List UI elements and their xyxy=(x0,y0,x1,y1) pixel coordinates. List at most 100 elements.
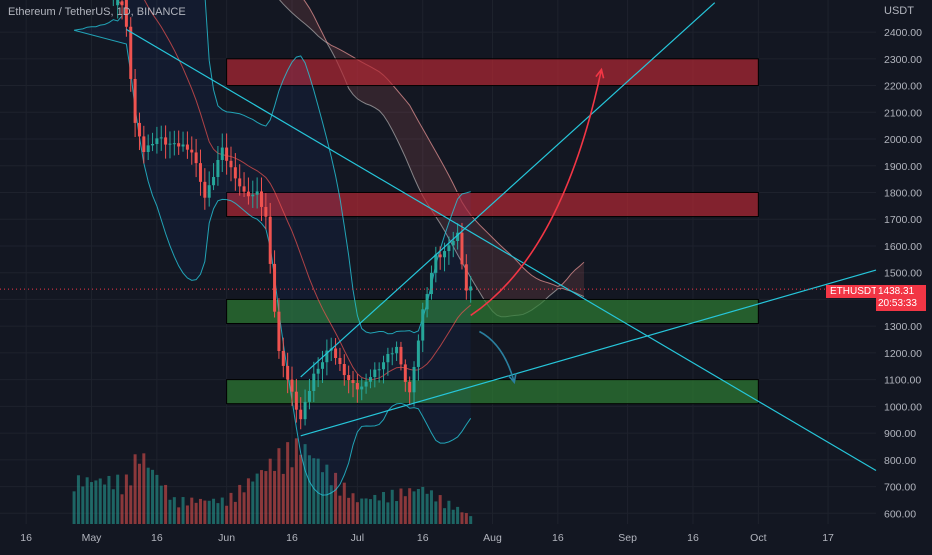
volume-bar xyxy=(360,498,364,524)
bullish-projection-head xyxy=(595,67,605,79)
last-price-symbol-tag: ETHUSDT xyxy=(826,285,882,298)
candle-body xyxy=(382,362,386,370)
volume-bar xyxy=(168,499,172,524)
candle-body xyxy=(116,0,120,6)
resistance-zone xyxy=(226,58,759,87)
upper-band xyxy=(204,0,471,335)
y-tick-label: 600.00 xyxy=(884,508,916,520)
last-price-value: 1438.31 xyxy=(878,286,915,297)
volume-bar xyxy=(351,493,355,524)
candle-body xyxy=(273,263,277,312)
candle-body xyxy=(164,137,168,145)
candle-body xyxy=(469,286,473,291)
volume-bar xyxy=(464,513,468,524)
volume-bar xyxy=(364,498,368,524)
candle-body xyxy=(408,381,412,393)
volume-layer xyxy=(72,438,473,524)
candle-body xyxy=(299,409,303,420)
candle-body xyxy=(429,272,433,295)
volume-bar xyxy=(255,473,259,524)
volume-bar xyxy=(129,485,133,524)
zones-layer xyxy=(226,58,759,405)
volume-bar xyxy=(229,492,233,524)
volume-bar xyxy=(159,485,163,524)
trendlines-layer xyxy=(0,2,877,472)
y-tick-label: 2100.00 xyxy=(884,107,922,119)
candle-body xyxy=(294,391,298,410)
x-tick-label: 16 xyxy=(687,532,699,544)
volume-bar xyxy=(281,473,285,524)
y-tick-label: 2400.00 xyxy=(884,27,922,39)
volume-bar xyxy=(329,485,333,524)
symbol-title[interactable]: Ethereum / TetherUS, 1D, BINANCE xyxy=(8,6,186,18)
volume-bar xyxy=(103,484,107,524)
candle-body xyxy=(233,167,237,179)
volume-bar xyxy=(233,501,237,524)
volume-bar xyxy=(395,501,399,524)
candle-body xyxy=(321,362,325,369)
y-tick-label: 1800.00 xyxy=(884,187,922,199)
volume-bar xyxy=(277,448,281,524)
candle-body xyxy=(307,390,311,402)
volume-bar xyxy=(294,438,298,524)
volume-bar xyxy=(203,500,207,524)
time-axis[interactable]: 16 May 16 Jun 16 Jul 16 Aug 16 Sep 16 Oct 17 xyxy=(20,532,834,544)
y-tick-label: 800.00 xyxy=(884,455,916,467)
bearish-projection xyxy=(479,330,516,383)
candle-body xyxy=(142,136,146,153)
volume-bar xyxy=(81,486,85,524)
candle-body xyxy=(342,364,346,376)
price-axis[interactable]: 600.00 700.00 800.00 900.00 1000.00 1100.00 12… xyxy=(884,27,922,520)
x-tick-label: 16 xyxy=(151,532,163,544)
candle-body xyxy=(264,206,268,217)
volume-bar xyxy=(185,505,189,524)
y-tick-label: 900.00 xyxy=(884,428,916,440)
volume-bar xyxy=(137,463,141,524)
volume-bar xyxy=(338,495,342,524)
candle-body xyxy=(242,186,246,192)
x-tick-label: Jun xyxy=(218,532,235,544)
x-tick-label: 16 xyxy=(552,532,564,544)
last-price-box: 1438.31 20:53:33 xyxy=(876,285,926,311)
candle-body xyxy=(456,232,460,242)
candle-body xyxy=(172,143,176,145)
volume-bar xyxy=(246,478,250,524)
volume-bar xyxy=(373,494,377,524)
volume-bar xyxy=(307,455,311,524)
candle-body xyxy=(460,232,464,265)
candle-body xyxy=(438,254,442,258)
candle-body xyxy=(137,122,141,137)
x-tick-label: May xyxy=(82,532,103,544)
volume-bar xyxy=(238,484,242,524)
volume-bar xyxy=(456,506,460,524)
volume-bar xyxy=(334,472,338,524)
volume-bar xyxy=(172,497,176,524)
candle-body xyxy=(451,241,455,246)
candle-body xyxy=(281,350,285,366)
volume-bar xyxy=(181,497,185,524)
candles-layer xyxy=(112,0,473,430)
candle-body xyxy=(347,375,351,381)
volume-bar xyxy=(190,497,194,524)
volume-bar xyxy=(438,495,442,524)
candle-body xyxy=(351,380,355,384)
volume-bar xyxy=(321,472,325,524)
candle-body xyxy=(390,353,394,355)
ascending-support-trendline xyxy=(300,269,877,437)
y-tick-label: 1300.00 xyxy=(884,321,922,333)
candle-body xyxy=(290,379,294,392)
volume-bar xyxy=(460,512,464,524)
volume-bar xyxy=(286,442,290,524)
bearish-projection-head xyxy=(507,373,517,385)
volume-bar xyxy=(429,490,433,524)
candle-body xyxy=(255,191,259,195)
volume-bar xyxy=(355,502,359,524)
candle-body xyxy=(399,346,403,365)
candle-body xyxy=(425,294,429,310)
volume-bar xyxy=(142,453,146,524)
volume-bar xyxy=(146,467,150,524)
volume-bar xyxy=(194,502,198,524)
volume-bar xyxy=(242,492,246,524)
y-tick-label: 1600.00 xyxy=(884,241,922,253)
